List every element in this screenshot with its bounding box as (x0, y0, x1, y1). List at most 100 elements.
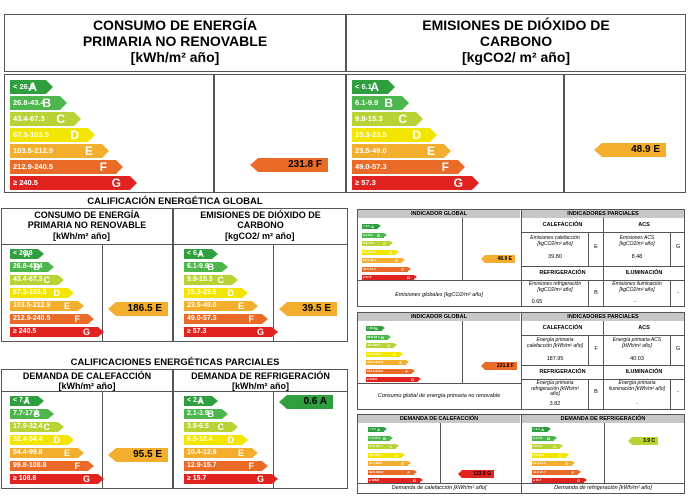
rating-bar-d: 15.3-23.5 D (184, 288, 248, 298)
rating-bar-letter: B (383, 435, 386, 441)
rating-bar-a: < 7.7 A (10, 396, 44, 406)
report-em-cool-letter: B (594, 290, 598, 296)
report-demand-heat-footer: Demanda de calefacción [kWh/m² año] (391, 485, 487, 491)
rating-bar-letter: E (63, 448, 70, 458)
rating-bar-letter: A (23, 396, 31, 406)
rating-bar-range: 32.4-54.4 (13, 436, 43, 443)
rating-bar-e: 54.4-99.8 E (10, 448, 84, 458)
global-section-title: CALIFICACIÓN ENERGÉTICA GLOBAL (87, 196, 263, 207)
top-left-value-box (214, 74, 346, 193)
rating-bar-letter: G (82, 327, 90, 337)
rating-bar-letter: G (453, 176, 463, 190)
rating-bar-letter: C (217, 275, 225, 285)
report-emissions-global-header: INDICADOR GLOBAL (358, 210, 520, 218)
rating-bar-letter: B (207, 409, 215, 419)
report-energy-footer: Consumo global de energía primaria no re… (377, 393, 501, 399)
rating-bar-c: 9.9-15.3 C (352, 112, 423, 126)
top-left-value-pointer: 231.8 F (250, 158, 328, 172)
report-em-lighting-title: ILUMINACIÓN (625, 270, 663, 276)
rating-bar-letter: B (207, 262, 215, 272)
rating-bar-range: 26.8-43.4 (367, 334, 380, 339)
rating-bar-range: < 7.7 (369, 427, 376, 431)
rating-bar-a: < 6.1 A (362, 224, 381, 229)
rating-bar-range: 12.9-15.7 (187, 462, 217, 469)
rating-bar-d: 32.4-54.4 D (10, 435, 74, 445)
rating-bar-d: 15.3-23.5 D (352, 128, 437, 142)
rating-bar-range: 43.4-67.3 (13, 276, 43, 283)
report-em-light-label: Emisiones iluminación [kgCO2/m² año] (612, 281, 662, 293)
report-energy-global-header: INDICADOR GLOBAL (358, 313, 520, 321)
rating-bar-letter: F (99, 160, 107, 174)
rating-bar-letter: A (370, 80, 379, 94)
report-pe-light-label: Energía primaria iluminación [kWh/m² año… (608, 380, 666, 392)
rating-bar-g: ≥ 57.3 G (352, 176, 479, 190)
rating-bar-letter: A (28, 80, 37, 94)
rating-bar-c: 43.4-67.3 C (366, 343, 397, 348)
report-em-light-letter: - (677, 290, 679, 296)
rating-bar-range: < 26.8 (13, 82, 35, 91)
report-em-heat-label: Emisiones calefacción [kgCO2/m² año] (530, 235, 580, 247)
rating-bar-g: ≥ 240.5 G (10, 327, 104, 337)
rating-bar-a: < 2.1 A (184, 396, 218, 406)
rating-bar-range: ≥ 108.8 (369, 478, 379, 482)
report-pe-heat-value: 187.95 (546, 356, 564, 362)
rating-bar-range: 32.4-54.4 (369, 452, 382, 457)
rating-bar-range: 6.1-9.9 (187, 263, 209, 270)
rating-bar-letter: B (384, 96, 393, 110)
rating-bar-f: 212.9-240.5 F (10, 160, 123, 174)
rating-bar-d: 6.5-10.4 D (184, 435, 248, 445)
rating-bar-range: 3.9-6.5 (187, 423, 209, 430)
top-right-header (346, 14, 686, 72)
rating-bar-a: < 26.8 A (10, 249, 44, 259)
rating-bar-d: 67.3-103.5 D (366, 351, 403, 357)
rating-bar-letter: C (389, 444, 392, 449)
rating-bar-letter: F (571, 469, 574, 475)
rating-bar-range: ≥ 240.5 (367, 377, 377, 381)
report-emissions-footer: Emisiones globales [kgCO2/m² año] (395, 292, 483, 298)
rating-bar-d: 6.5-10.4 D (532, 452, 569, 458)
rating-bar-a: < 6.1 A (352, 80, 395, 94)
report-em-cool-label: Emisiones refrigeración [kgCO2/m² año] (528, 281, 582, 293)
rating-bar-range: < 26.8 (13, 250, 33, 257)
report-energy-partial-header: INDICADORES PARCIALES (522, 313, 684, 321)
rating-bar-letter: E (399, 360, 402, 365)
rating-bar-g: ≥ 108.8 G (10, 474, 104, 484)
rating-bar-letter: G (111, 176, 121, 190)
rating-bar-f: 212.9-240.5 F (10, 314, 94, 324)
rating-bar-e: 10.4-12.9 E (184, 448, 258, 458)
rating-bar-letter: D (412, 128, 421, 142)
rating-bar-range: 2.1-3.9 (187, 410, 209, 417)
rating-bar-f: 99.8-108.8 F (10, 461, 94, 471)
rating-bar-range: 6.5-10.4 (533, 452, 545, 457)
rating-bar-letter: C (43, 422, 51, 432)
rating-bar-b: 26.8-43.4 B (366, 334, 391, 340)
report-energy-value-pointer: 231.8 F (481, 362, 517, 370)
top-right-value-pointer: 48.9 E (594, 143, 666, 157)
rating-bar-range: 43.4-67.3 (367, 343, 380, 347)
rating-bar-letter: F (401, 266, 404, 272)
top-right-title-line2: CARBONO (479, 33, 553, 50)
rating-bar-range: 6.1-9.9 (355, 98, 379, 107)
rating-bar-range: 67.3-103.5 (367, 351, 382, 356)
rating-bar-letter: D (70, 128, 79, 142)
rating-bar-letter: C (553, 444, 556, 449)
top-left-title-line1: CONSUMO DE ENERGÍA (92, 17, 258, 33)
rating-bar-letter: E (401, 461, 404, 466)
rating-bar-range: < 2.1 (533, 427, 540, 431)
rating-bar-range: 7.7-17.9 (369, 435, 381, 440)
rating-bar-f: 212.9-240.5 F (366, 368, 415, 374)
partial-cool-title: DEMANDA DE REFRIGERACIÓN [kWh/m² año] (173, 371, 348, 392)
rating-bar-b: 6.1-9.9 B (184, 262, 228, 272)
rating-bar-range: 15.3-23.5 (363, 249, 376, 254)
rating-bar-letter: C (217, 422, 225, 432)
rating-bar-a: < 26.8 A (10, 80, 53, 94)
rating-bar-range: 7.7-17.9 (13, 410, 39, 417)
rating-bar-range: < 6.1 (355, 82, 372, 91)
rating-bar-letter: D (227, 435, 235, 445)
rating-bar-c: 3.9-6.5 C (532, 444, 563, 449)
rating-bar-range: 6.5-10.4 (187, 436, 213, 443)
report-pe-light-value: - (636, 401, 638, 407)
global-right-unit: [kgCO2/ m² año] (225, 230, 295, 241)
rating-bar-range: ≥ 240.5 (13, 178, 38, 187)
rating-bar-letter: B (377, 232, 380, 238)
